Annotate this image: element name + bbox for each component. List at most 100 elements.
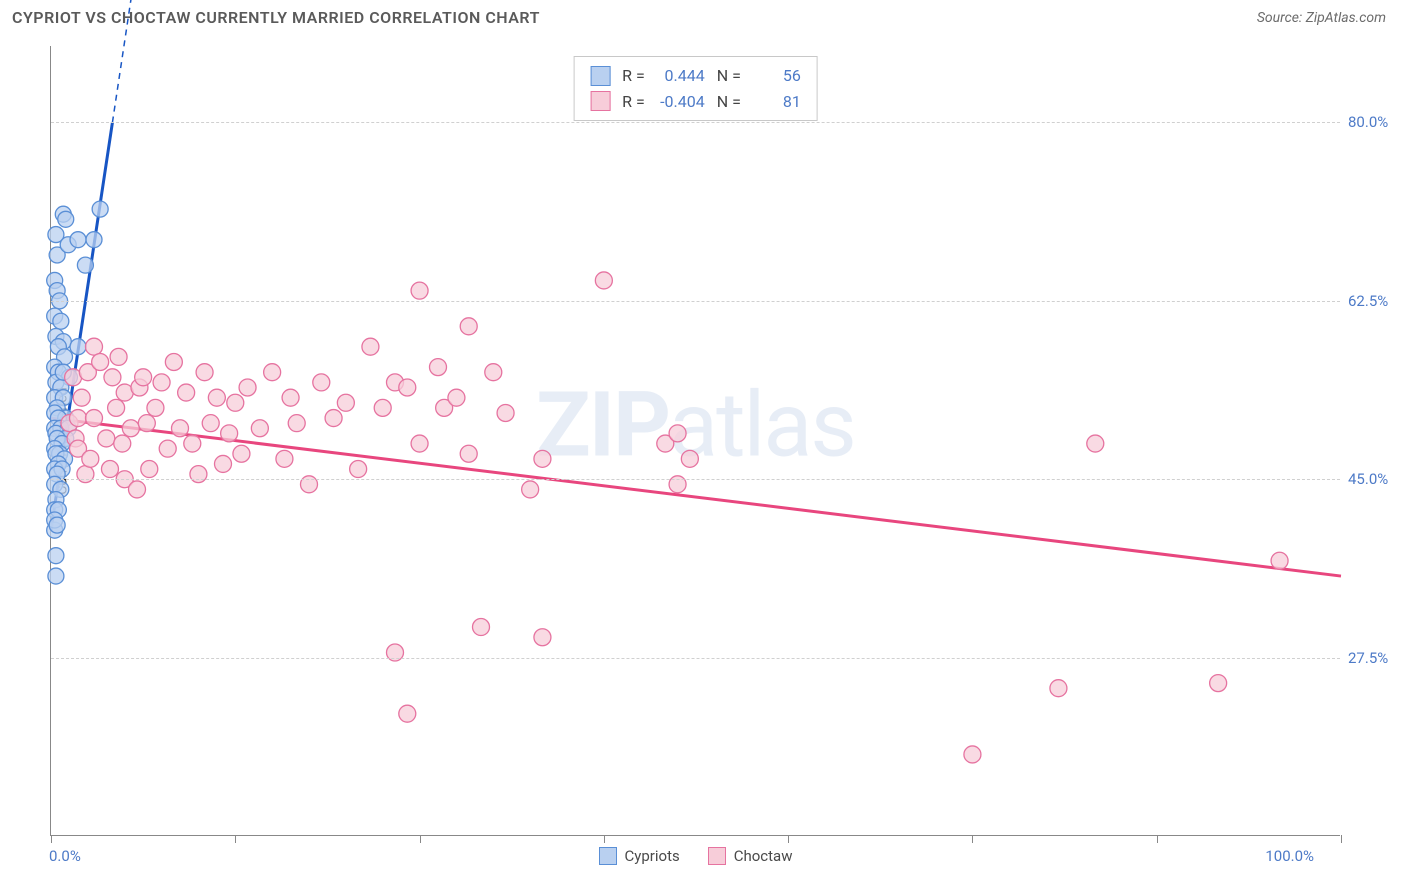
- cypriots-point: [58, 211, 74, 227]
- choctaw-point: [522, 481, 539, 498]
- choctaw-point: [129, 481, 146, 498]
- choctaw-point: [92, 354, 109, 371]
- choctaw-point: [485, 364, 502, 381]
- choctaw-point: [325, 410, 342, 427]
- choctaw-point: [282, 389, 299, 406]
- choctaw-point: [337, 394, 354, 411]
- choctaw-point: [681, 450, 698, 467]
- gridline-h: [51, 658, 1340, 659]
- n-label: N =: [717, 89, 741, 115]
- x-tick: [604, 835, 605, 843]
- choctaw-point: [196, 364, 213, 381]
- legend-swatch: [590, 66, 610, 86]
- cypriots-point: [86, 232, 102, 248]
- choctaw-point: [172, 420, 189, 437]
- cypriots-point: [49, 517, 65, 533]
- choctaw-point: [411, 435, 428, 452]
- choctaw-point: [141, 461, 158, 478]
- choctaw-point: [1087, 435, 1104, 452]
- cypriots-point: [92, 201, 108, 217]
- choctaw-point: [114, 435, 131, 452]
- legend-swatch: [599, 847, 617, 865]
- x-tick: [235, 835, 236, 843]
- choctaw-point: [202, 415, 219, 432]
- r-value: 0.444: [657, 63, 705, 89]
- choctaw-point: [122, 420, 139, 437]
- choctaw-point: [73, 389, 90, 406]
- plot-area: ZIPatlas R =0.444N =56R =-0.404N =81 0.0…: [50, 46, 1340, 836]
- choctaw-point: [1271, 552, 1288, 569]
- choctaw-point: [147, 399, 164, 416]
- header: CYPRIOT VS CHOCTAW CURRENTLY MARRIED COR…: [0, 0, 1406, 31]
- choctaw-point: [460, 445, 477, 462]
- choctaw-point: [101, 461, 118, 478]
- cypriots-point: [48, 568, 64, 584]
- x-tick: [972, 835, 973, 843]
- choctaw-trend-line: [51, 418, 1341, 576]
- choctaw-point: [215, 455, 232, 472]
- x-tick: [1341, 835, 1342, 843]
- choctaw-point: [399, 379, 416, 396]
- series-legend: Cypriots Choctaw: [599, 847, 793, 865]
- legend-label: Choctaw: [734, 847, 793, 865]
- choctaw-point: [178, 384, 195, 401]
- gridline-h: [51, 479, 1340, 480]
- choctaw-point: [239, 379, 256, 396]
- legend-swatch: [708, 847, 726, 865]
- choctaw-point: [104, 369, 121, 386]
- gridline-h: [51, 122, 1340, 123]
- y-tick-label: 80.0%: [1348, 113, 1406, 131]
- r-value: -0.404: [657, 89, 705, 115]
- choctaw-point: [184, 435, 201, 452]
- choctaw-point: [98, 430, 115, 447]
- choctaw-point: [374, 399, 391, 416]
- legend-swatch: [590, 91, 610, 111]
- gridline-h: [51, 301, 1340, 302]
- choctaw-point: [82, 450, 99, 467]
- choctaw-point: [448, 389, 465, 406]
- legend-label: Cypriots: [625, 847, 680, 865]
- choctaw-point: [964, 746, 981, 763]
- scatter-plot-svg: [51, 46, 1341, 836]
- chart-container: Currently Married ZIPatlas R =0.444N =56…: [50, 46, 1370, 836]
- choctaw-point: [110, 348, 127, 365]
- choctaw-point: [595, 272, 612, 289]
- n-label: N =: [717, 63, 741, 89]
- choctaw-point: [1050, 680, 1067, 697]
- choctaw-point: [534, 450, 551, 467]
- cypriots-point: [77, 257, 93, 273]
- choctaw-point: [497, 404, 514, 421]
- legend-item: Cypriots: [599, 847, 680, 865]
- choctaw-point: [276, 450, 293, 467]
- x-tick: [420, 835, 421, 843]
- choctaw-point: [534, 629, 551, 646]
- choctaw-point: [86, 338, 103, 355]
- n-value: 56: [753, 63, 801, 89]
- choctaw-point: [221, 425, 238, 442]
- choctaw-point: [138, 415, 155, 432]
- r-legend-row: R = 0.444 N = 56: [590, 63, 801, 89]
- y-tick-label: 62.5%: [1348, 292, 1406, 310]
- choctaw-point: [153, 374, 170, 391]
- choctaw-point: [430, 359, 447, 376]
- choctaw-point: [1210, 675, 1227, 692]
- cypriots-point: [70, 232, 86, 248]
- choctaw-point: [460, 318, 477, 335]
- choctaw-point: [399, 705, 416, 722]
- choctaw-point: [669, 425, 686, 442]
- cypriots-point: [70, 339, 86, 355]
- choctaw-point: [362, 338, 379, 355]
- choctaw-point: [165, 354, 182, 371]
- cypriots-point: [48, 548, 64, 564]
- r-label: R =: [622, 63, 645, 89]
- x-axis-max-label: 100.0%: [1265, 847, 1314, 865]
- correlation-legend: R =0.444N =56R =-0.404N =81: [573, 56, 818, 121]
- choctaw-point: [313, 374, 330, 391]
- choctaw-point: [264, 364, 281, 381]
- x-tick: [51, 835, 52, 843]
- choctaw-point: [288, 415, 305, 432]
- cypriots-point: [53, 313, 69, 329]
- x-tick: [1157, 835, 1158, 843]
- choctaw-point: [233, 445, 250, 462]
- r-label: R =: [622, 89, 645, 115]
